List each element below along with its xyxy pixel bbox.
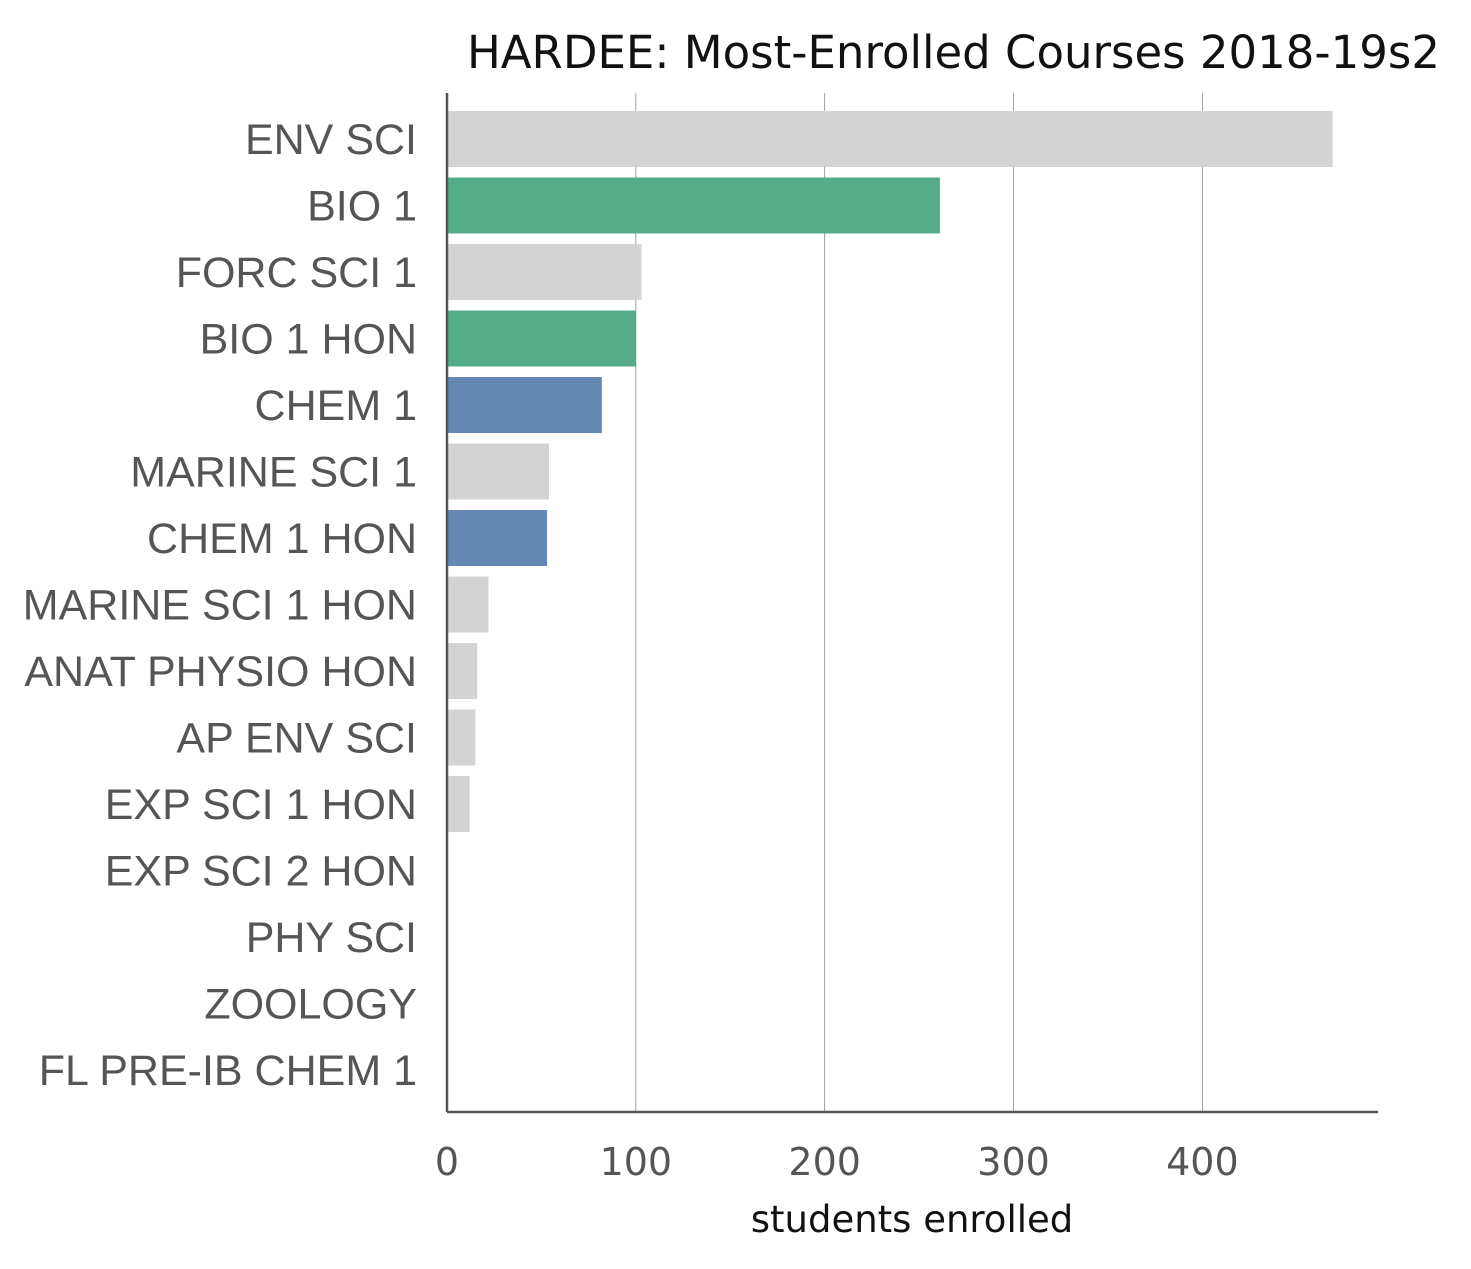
bar [447,177,940,234]
category-label: CHEM 1 HON [147,515,417,563]
bar [447,709,476,766]
x-tick-label: 0 [435,1140,459,1184]
gridlines [635,93,1203,1112]
bar [447,377,602,433]
bar [447,443,549,500]
category-label: ZOOLOGY [204,981,417,1029]
category-label: EXP SCI 1 HON [105,781,417,829]
bar [447,244,642,300]
x-tick-label: 400 [1166,1140,1239,1184]
x-tick-label: 300 [977,1140,1050,1184]
category-label: AP ENV SCI [176,715,417,763]
category-label: MARINE SCI 1 [130,449,417,497]
category-label: CHEM 1 [255,382,417,430]
category-label: BIO 1 [307,183,417,231]
x-tick-label: 200 [788,1140,861,1184]
x-tick-label: 100 [600,1140,673,1184]
category-label: PHY SCI [246,914,417,962]
category-labels: ENV SCI BIO 1 FORC SCI 1 BIO 1 HON CHEM 1 MAR… [23,116,417,1095]
axes [445,93,1378,1114]
bar [447,510,548,566]
category-label: ENV SCI [245,116,417,164]
chart-title: HARDEE: Most-Enrolled Courses 2018-19s2 [467,26,1440,79]
x-axis-title: students enrolled [751,1198,1074,1241]
bar [447,310,636,367]
category-label: FORC SCI 1 [176,249,417,297]
category-label: FL PRE-IB CHEM 1 [39,1047,417,1095]
category-label: ANAT PHYSIO HON [24,648,417,696]
bar [447,111,1333,167]
bar [447,576,489,633]
bars [447,111,1333,832]
bar [447,643,478,699]
bar [447,776,470,832]
category-label: MARINE SCI 1 HON [23,582,417,630]
x-tick-labels: 0 100 200 300 400 [435,1140,1239,1184]
category-label: BIO 1 HON [200,316,417,364]
category-label: EXP SCI 2 HON [105,848,417,896]
